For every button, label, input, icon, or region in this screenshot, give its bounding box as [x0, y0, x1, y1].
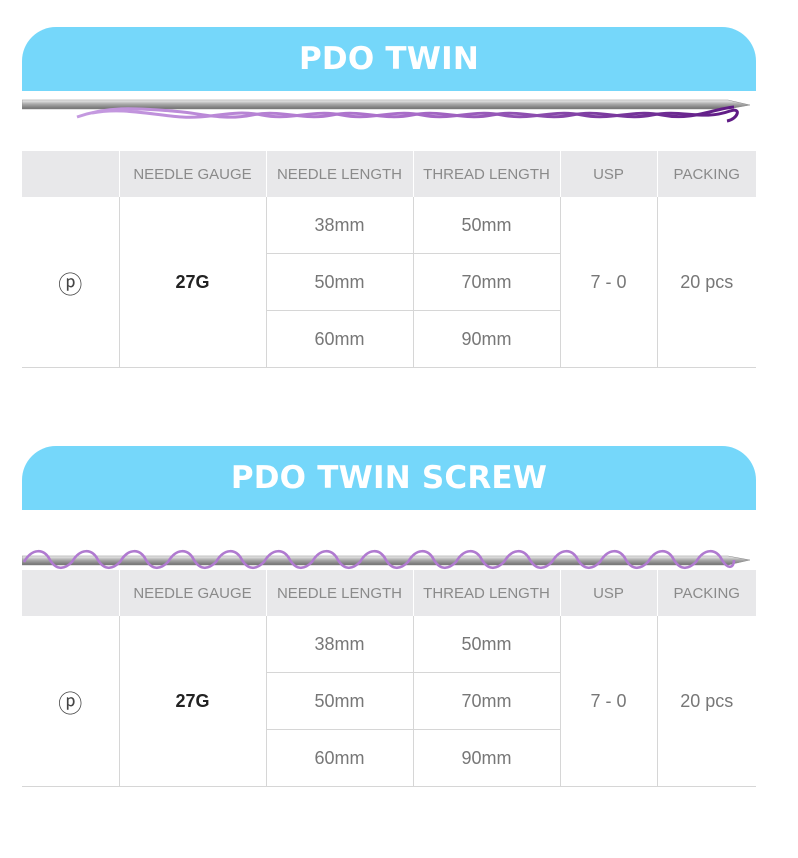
table-row: 60mm 90mm	[22, 310, 756, 368]
thread-length-cell: 70mm	[412, 672, 560, 730]
table-header-row: NEEDLE GAUGE NEEDLE LENGTH THREAD LENGTH…	[22, 151, 756, 197]
packing-value: 20 pcs	[656, 197, 756, 368]
brand-logo-mark: ⓟ	[22, 197, 119, 368]
pdo-twin-section: PDO TWIN NEEDLE GAUGE	[22, 27, 756, 368]
twin-spec-table: NEEDLE GAUGE NEEDLE LENGTH THREAD LENGTH…	[22, 151, 756, 368]
usp-value: 7 - 0	[559, 197, 657, 368]
needle-length-cell: 50mm	[265, 672, 413, 730]
twin-screw-thread-illustration	[22, 510, 756, 570]
table-header-row: NEEDLE GAUGE NEEDLE LENGTH THREAD LENGTH…	[22, 570, 756, 616]
thread-length-cell: 50mm	[412, 616, 560, 673]
brand-logo-mark: ⓟ	[22, 616, 119, 787]
header-thread-length: THREAD LENGTH	[412, 151, 560, 197]
thread-length-cell: 70mm	[412, 253, 560, 311]
twin-screw-spec-table: NEEDLE GAUGE NEEDLE LENGTH THREAD LENGTH…	[22, 570, 756, 787]
needle-length-cell: 38mm	[265, 616, 413, 673]
header-packing: PACKING	[656, 570, 756, 616]
section-title-banner: PDO TWIN SCREW	[22, 446, 756, 510]
header-usp: USP	[559, 151, 657, 197]
packing-value: 20 pcs	[656, 616, 756, 787]
table-row: 50mm 70mm	[22, 253, 756, 311]
needle-length-cell: 50mm	[265, 253, 413, 311]
header-needle-gauge: NEEDLE GAUGE	[118, 570, 266, 616]
header-cell-blank	[22, 570, 119, 616]
table-row: 60mm 90mm	[22, 729, 756, 787]
header-thread-length: THREAD LENGTH	[412, 570, 560, 616]
header-cell-blank	[22, 151, 119, 197]
needle-length-cell: 38mm	[265, 197, 413, 254]
header-packing: PACKING	[656, 151, 756, 197]
thread-length-cell: 50mm	[412, 197, 560, 254]
needle-gauge-value: 27G	[118, 616, 266, 787]
table-row: ⓟ 27G 38mm 50mm 7 - 0 20 pcs	[22, 197, 756, 368]
header-usp: USP	[559, 570, 657, 616]
pdo-twin-screw-section: PDO TWIN SCREW NEEDLE GAUGE NEEDLE LENGT…	[22, 446, 756, 787]
needle-length-cell: 60mm	[265, 729, 413, 787]
needle-length-cell: 60mm	[265, 310, 413, 368]
thread-length-cell: 90mm	[412, 310, 560, 368]
needle-gauge-value: 27G	[118, 197, 266, 368]
table-row: ⓟ 27G 38mm 50mm 7 - 0 20 pcs	[22, 616, 756, 787]
thread-length-cell: 90mm	[412, 729, 560, 787]
header-needle-length: NEEDLE LENGTH	[265, 151, 413, 197]
table-row: 50mm 70mm	[22, 672, 756, 730]
header-needle-length: NEEDLE LENGTH	[265, 570, 413, 616]
twin-thread-illustration	[22, 91, 756, 151]
usp-value: 7 - 0	[559, 616, 657, 787]
section-title-banner: PDO TWIN	[22, 27, 756, 91]
header-needle-gauge: NEEDLE GAUGE	[118, 151, 266, 197]
